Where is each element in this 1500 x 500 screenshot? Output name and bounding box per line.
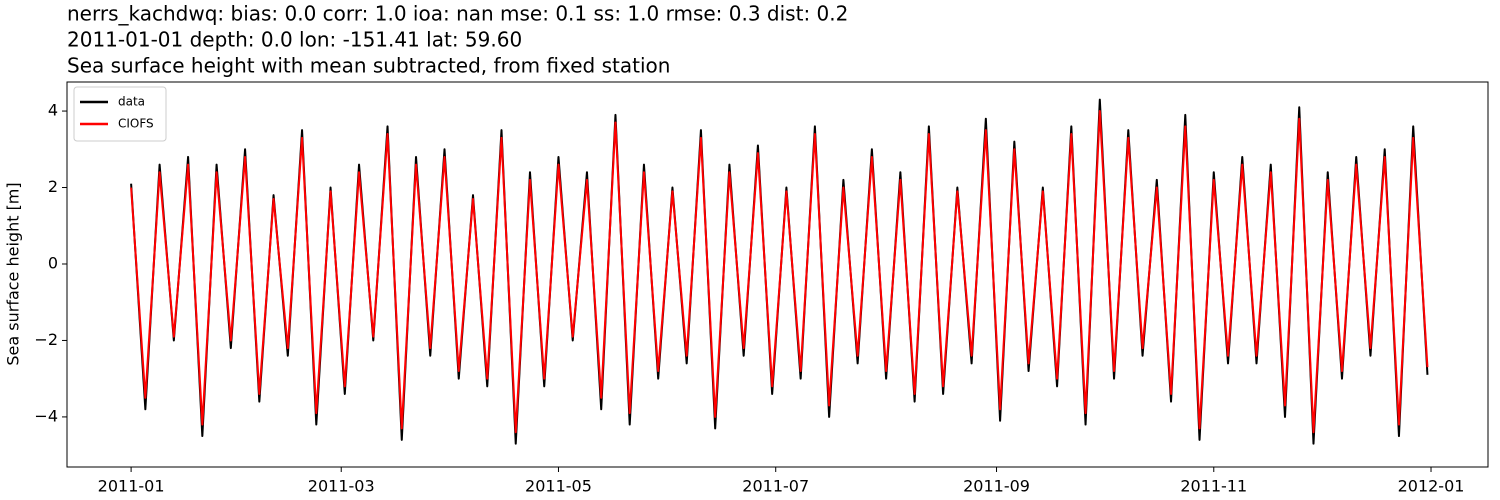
y-axis-label: Sea surface height [m] [4,182,23,365]
chart-title-line: nerrs_kachdwq: bias: 0.0 corr: 1.0 ioa: … [67,2,848,26]
x-tick-label: 2011-09 [963,477,1030,496]
y-tick-label: 2 [48,177,58,196]
legend-label: CIOFS [118,117,154,131]
series-line [130,110,1429,434]
chart-title-line: 2011-01-01 depth: 0.0 lon: -151.41 lat: … [67,28,522,52]
chart-title-line: Sea surface height with mean subtracted,… [67,54,670,78]
y-tick-label: 4 [48,101,58,120]
y-tick-label: −2 [34,330,58,349]
y-tick-label: −4 [34,406,58,425]
x-tick-label: 2011-03 [308,477,375,496]
x-tick-label: 2012-01 [1398,477,1465,496]
legend-label: data [118,95,145,109]
x-tick-label: 2011-01 [98,477,165,496]
plot-frame [66,81,1489,468]
x-tick-label: 2011-05 [525,477,592,496]
legend-box [73,86,167,142]
x-tick-label: 2011-11 [1180,477,1247,496]
x-tick-label: 2011-07 [742,477,809,496]
y-tick-label: 0 [48,253,58,272]
